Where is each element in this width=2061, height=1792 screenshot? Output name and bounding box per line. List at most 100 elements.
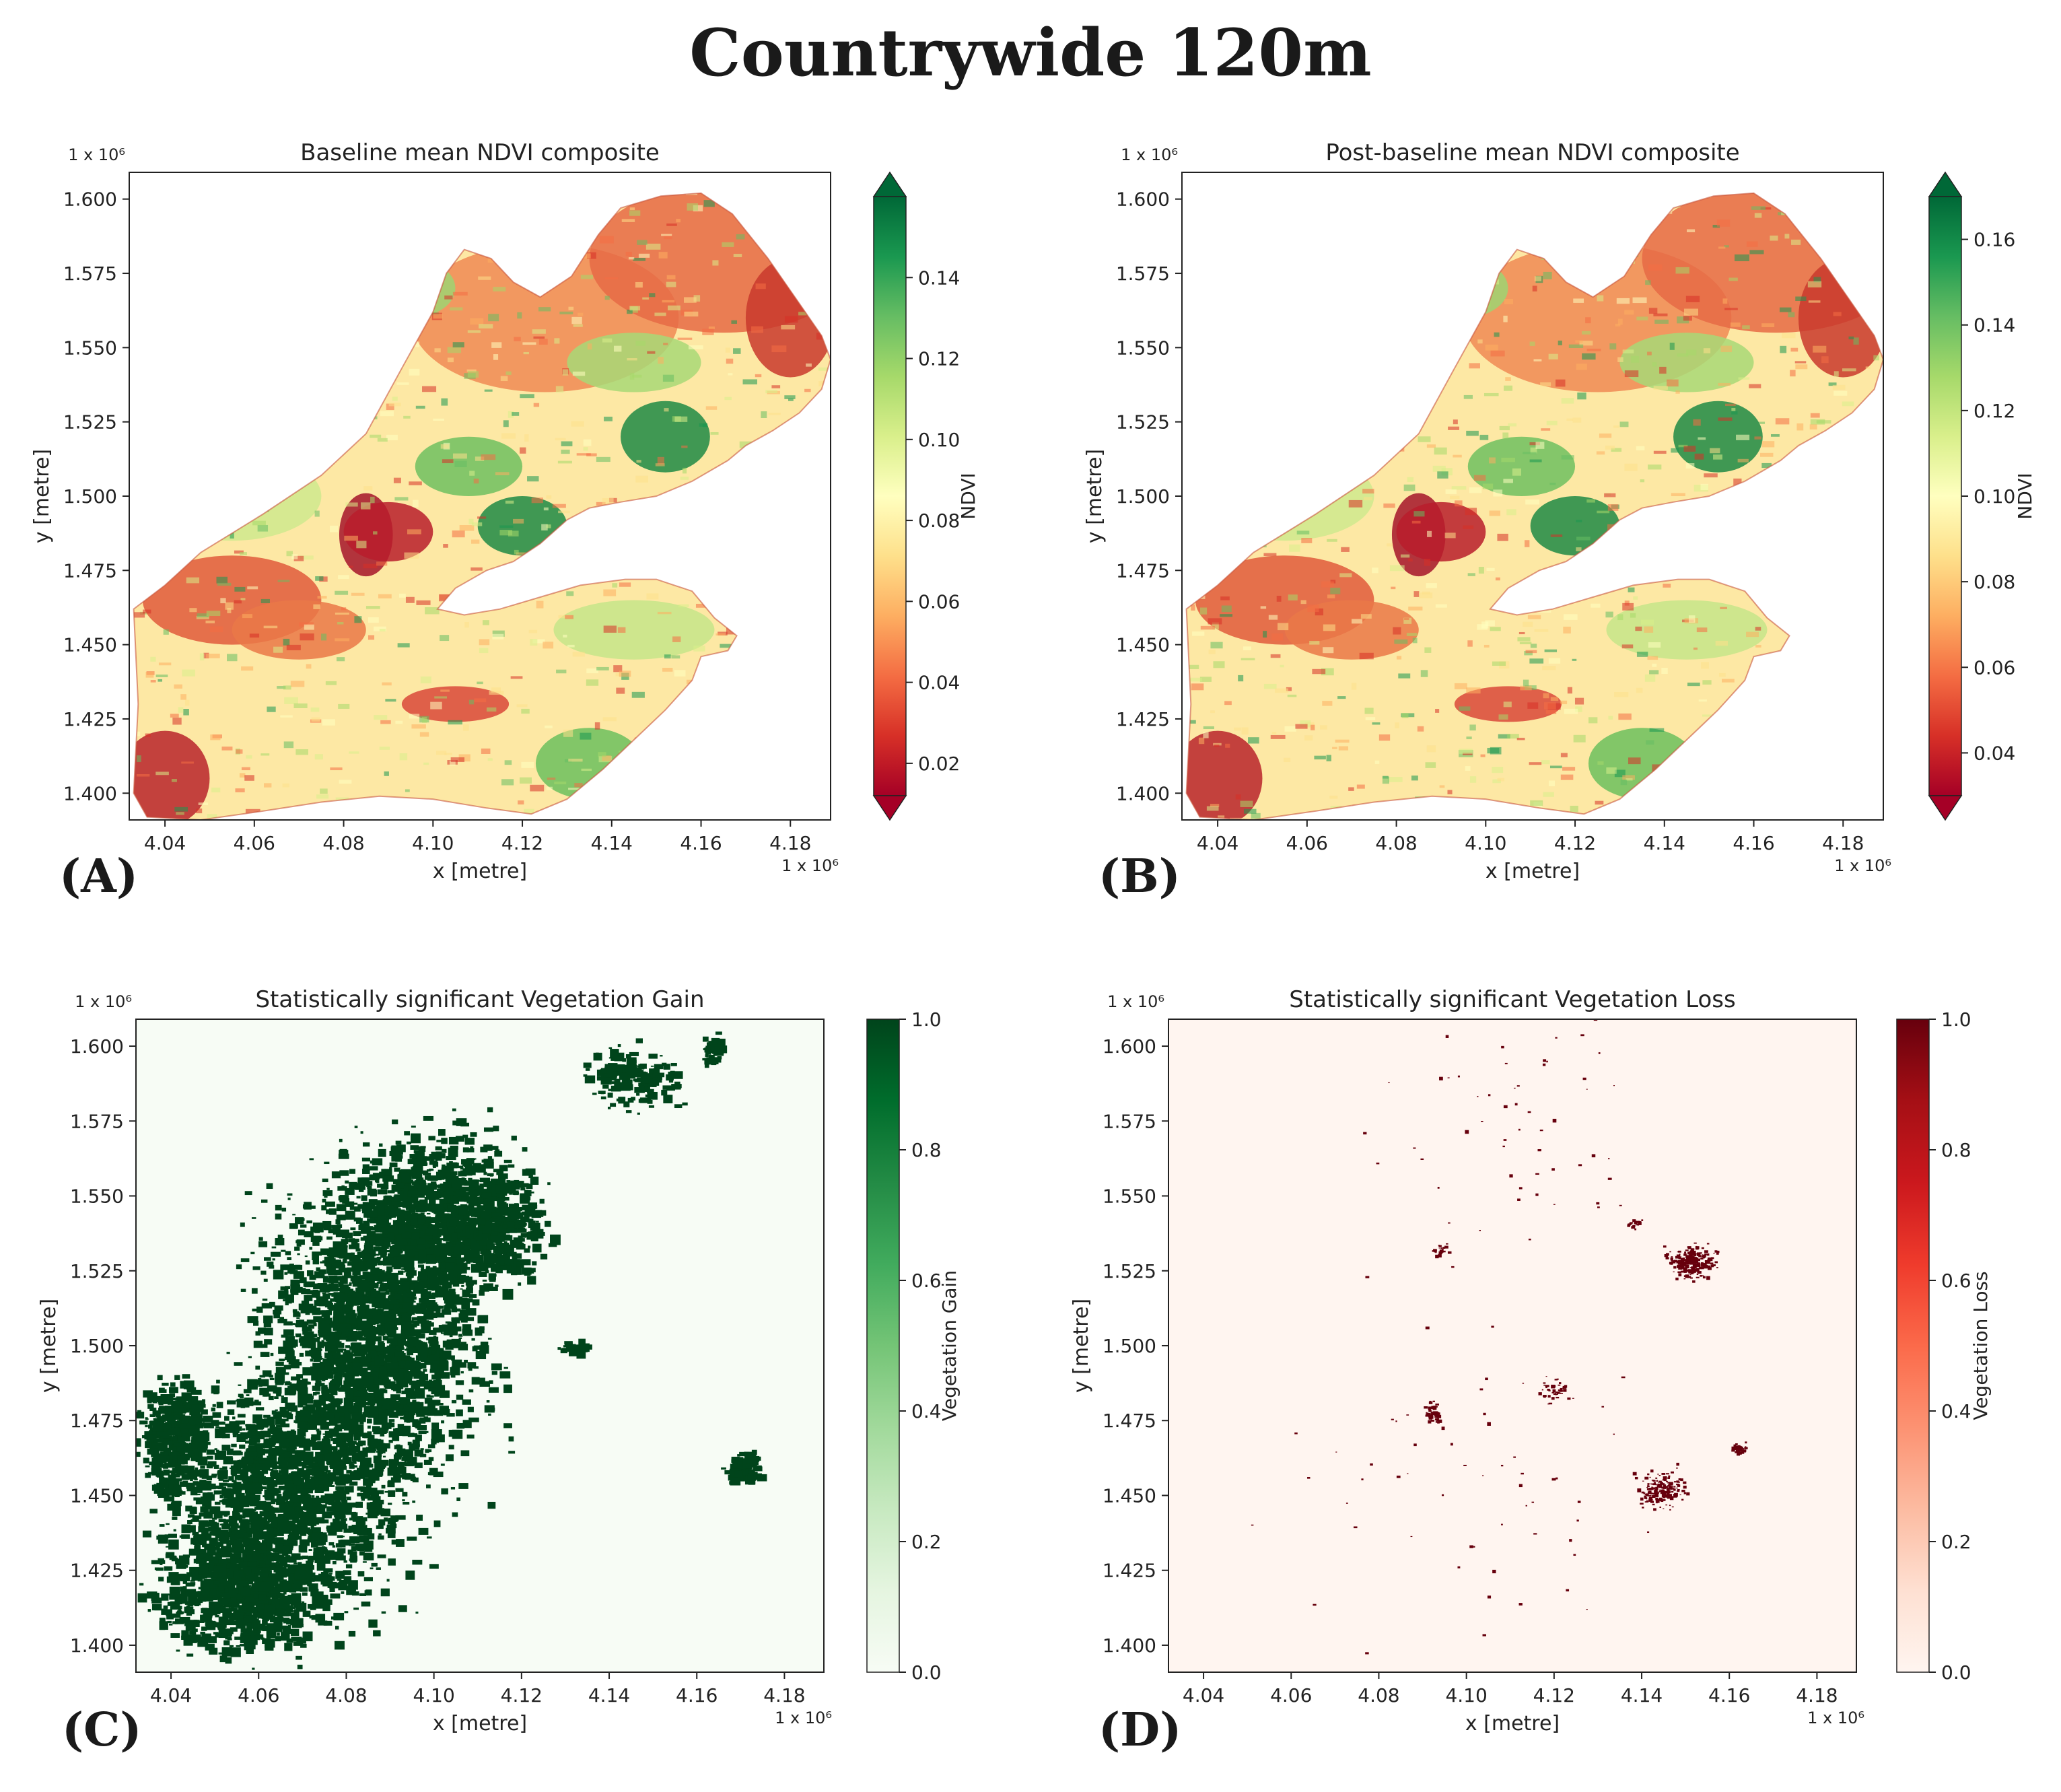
change-pixel: [384, 1298, 390, 1301]
ndvi-pixel: [230, 532, 234, 539]
ndvi-pixel: [306, 411, 313, 415]
change-pixel: [285, 1302, 289, 1306]
ndvi-pixel: [252, 520, 266, 526]
change-pixel: [333, 1457, 342, 1461]
ndvi-pixel: [166, 279, 177, 283]
change-pixel: [411, 1380, 421, 1389]
change-pixel: [380, 1325, 388, 1331]
ndvi-pixel: [1566, 418, 1573, 421]
change-pixel: [425, 1279, 431, 1285]
ndvi-pixel: [1567, 274, 1575, 281]
ndvi-patch: [1396, 502, 1486, 562]
ndvi-pixel: [299, 811, 312, 816]
ndvi-pixel: [623, 789, 636, 795]
change-pixel: [402, 1305, 411, 1309]
ndvi-pixel: [1395, 722, 1399, 728]
ndvi-pixel: [454, 605, 462, 609]
ndvi-pixel: [1810, 585, 1825, 588]
ndvi-pixel: [771, 385, 781, 388]
ndvi-pixel: [712, 260, 719, 266]
ndvi-pixel: [1718, 673, 1726, 677]
ndvi-pixel: [478, 276, 491, 280]
change-pixel: [461, 1301, 470, 1310]
ndvi-pixel: [1730, 322, 1741, 327]
change-pixel: [351, 1409, 362, 1416]
change-pixel: [370, 1371, 379, 1380]
change-pixel: [313, 1323, 317, 1327]
change-pixel: [468, 1417, 479, 1422]
change-pixel: [275, 1213, 282, 1220]
ndvi-pixel: [1467, 573, 1475, 576]
ndvi-pixel: [1424, 559, 1431, 566]
ndvi-pixel: [376, 561, 388, 566]
ndvi-pixel: [666, 184, 677, 189]
y-tick-label: 1.550: [1116, 337, 1170, 359]
ndvi-pixel: [1186, 558, 1189, 561]
ndvi-pixel: [1810, 413, 1820, 418]
ndvi-pixel: [1213, 661, 1225, 668]
ndvi-pixel: [1276, 427, 1287, 433]
ndvi-pixel: [529, 209, 539, 213]
ndvi-pixel: [1508, 423, 1517, 427]
change-pixel: [299, 1337, 304, 1341]
ndvi-pixel: [724, 397, 732, 401]
ndvi-pixel: [1497, 778, 1505, 782]
ndvi-pixel: [1748, 502, 1754, 507]
change-pixel: [407, 1406, 410, 1408]
ndvi-pixel: [1600, 205, 1611, 213]
ndvi-pixel: [722, 242, 734, 247]
ndvi-pixel: [1453, 454, 1462, 458]
ndvi-pixel: [339, 302, 344, 306]
change-pixel: [300, 1218, 305, 1221]
change-pixel: [341, 1264, 346, 1269]
ndvi-pixel: [1790, 347, 1798, 352]
ndvi-pixel: [1649, 670, 1659, 675]
ndvi-pixel: [1646, 740, 1654, 745]
change-pixel: [414, 1388, 425, 1399]
change-pixel: [307, 1338, 316, 1344]
ndvi-pixel: [1792, 186, 1807, 191]
change-pixel: [270, 1472, 276, 1476]
ndvi-pixel: [1249, 211, 1255, 214]
change-pixel: [216, 1379, 220, 1384]
change-pixel: [382, 1276, 390, 1282]
ndvi-pixel: [178, 707, 184, 713]
ndvi-pixel: [1370, 381, 1381, 385]
change-pixel: [508, 1436, 514, 1442]
ndvi-pixel: [1597, 761, 1604, 765]
y-tick-label: 1.525: [1116, 411, 1170, 434]
change-pixel: [343, 1348, 347, 1351]
change-pixel: [374, 1356, 385, 1365]
ndvi-pixel: [1493, 489, 1503, 497]
change-pixel: [214, 1501, 221, 1505]
ndvi-pixel: [508, 411, 514, 418]
ndvi-pixel: [804, 252, 816, 255]
change-pixel: [275, 1204, 282, 1211]
change-pixel: [381, 1484, 386, 1489]
change-pixel: [323, 1335, 333, 1340]
ndvi-pixel: [1633, 596, 1638, 600]
ndvi-pixel: [1686, 349, 1697, 355]
change-pixel: [310, 1227, 320, 1233]
change-pixel: [313, 1354, 321, 1362]
ndvi-pixel: [1648, 464, 1662, 470]
change-pixel: [296, 1374, 304, 1379]
change-pixel: [240, 1258, 250, 1262]
change-pixel: [190, 1519, 197, 1522]
ndvi-pixel: [174, 806, 188, 812]
ndvi-pixel: [1597, 295, 1604, 302]
change-pixel: [324, 1431, 333, 1439]
change-pixel: [403, 1425, 411, 1429]
ndvi-patch: [1467, 436, 1576, 497]
change-pixel: [324, 1196, 328, 1198]
ndvi-pixel: [533, 403, 540, 407]
change-pixel: [354, 1356, 363, 1365]
ndvi-pixel: [516, 704, 528, 708]
ndvi-pixel: [215, 428, 227, 436]
ndvi-pixel: [517, 312, 522, 319]
change-pixel: [292, 1309, 298, 1313]
change-pixel: [355, 1391, 364, 1397]
ndvi-pixel: [433, 418, 444, 421]
ndvi-pixel: [1469, 363, 1480, 369]
change-pixel: [412, 1477, 419, 1483]
